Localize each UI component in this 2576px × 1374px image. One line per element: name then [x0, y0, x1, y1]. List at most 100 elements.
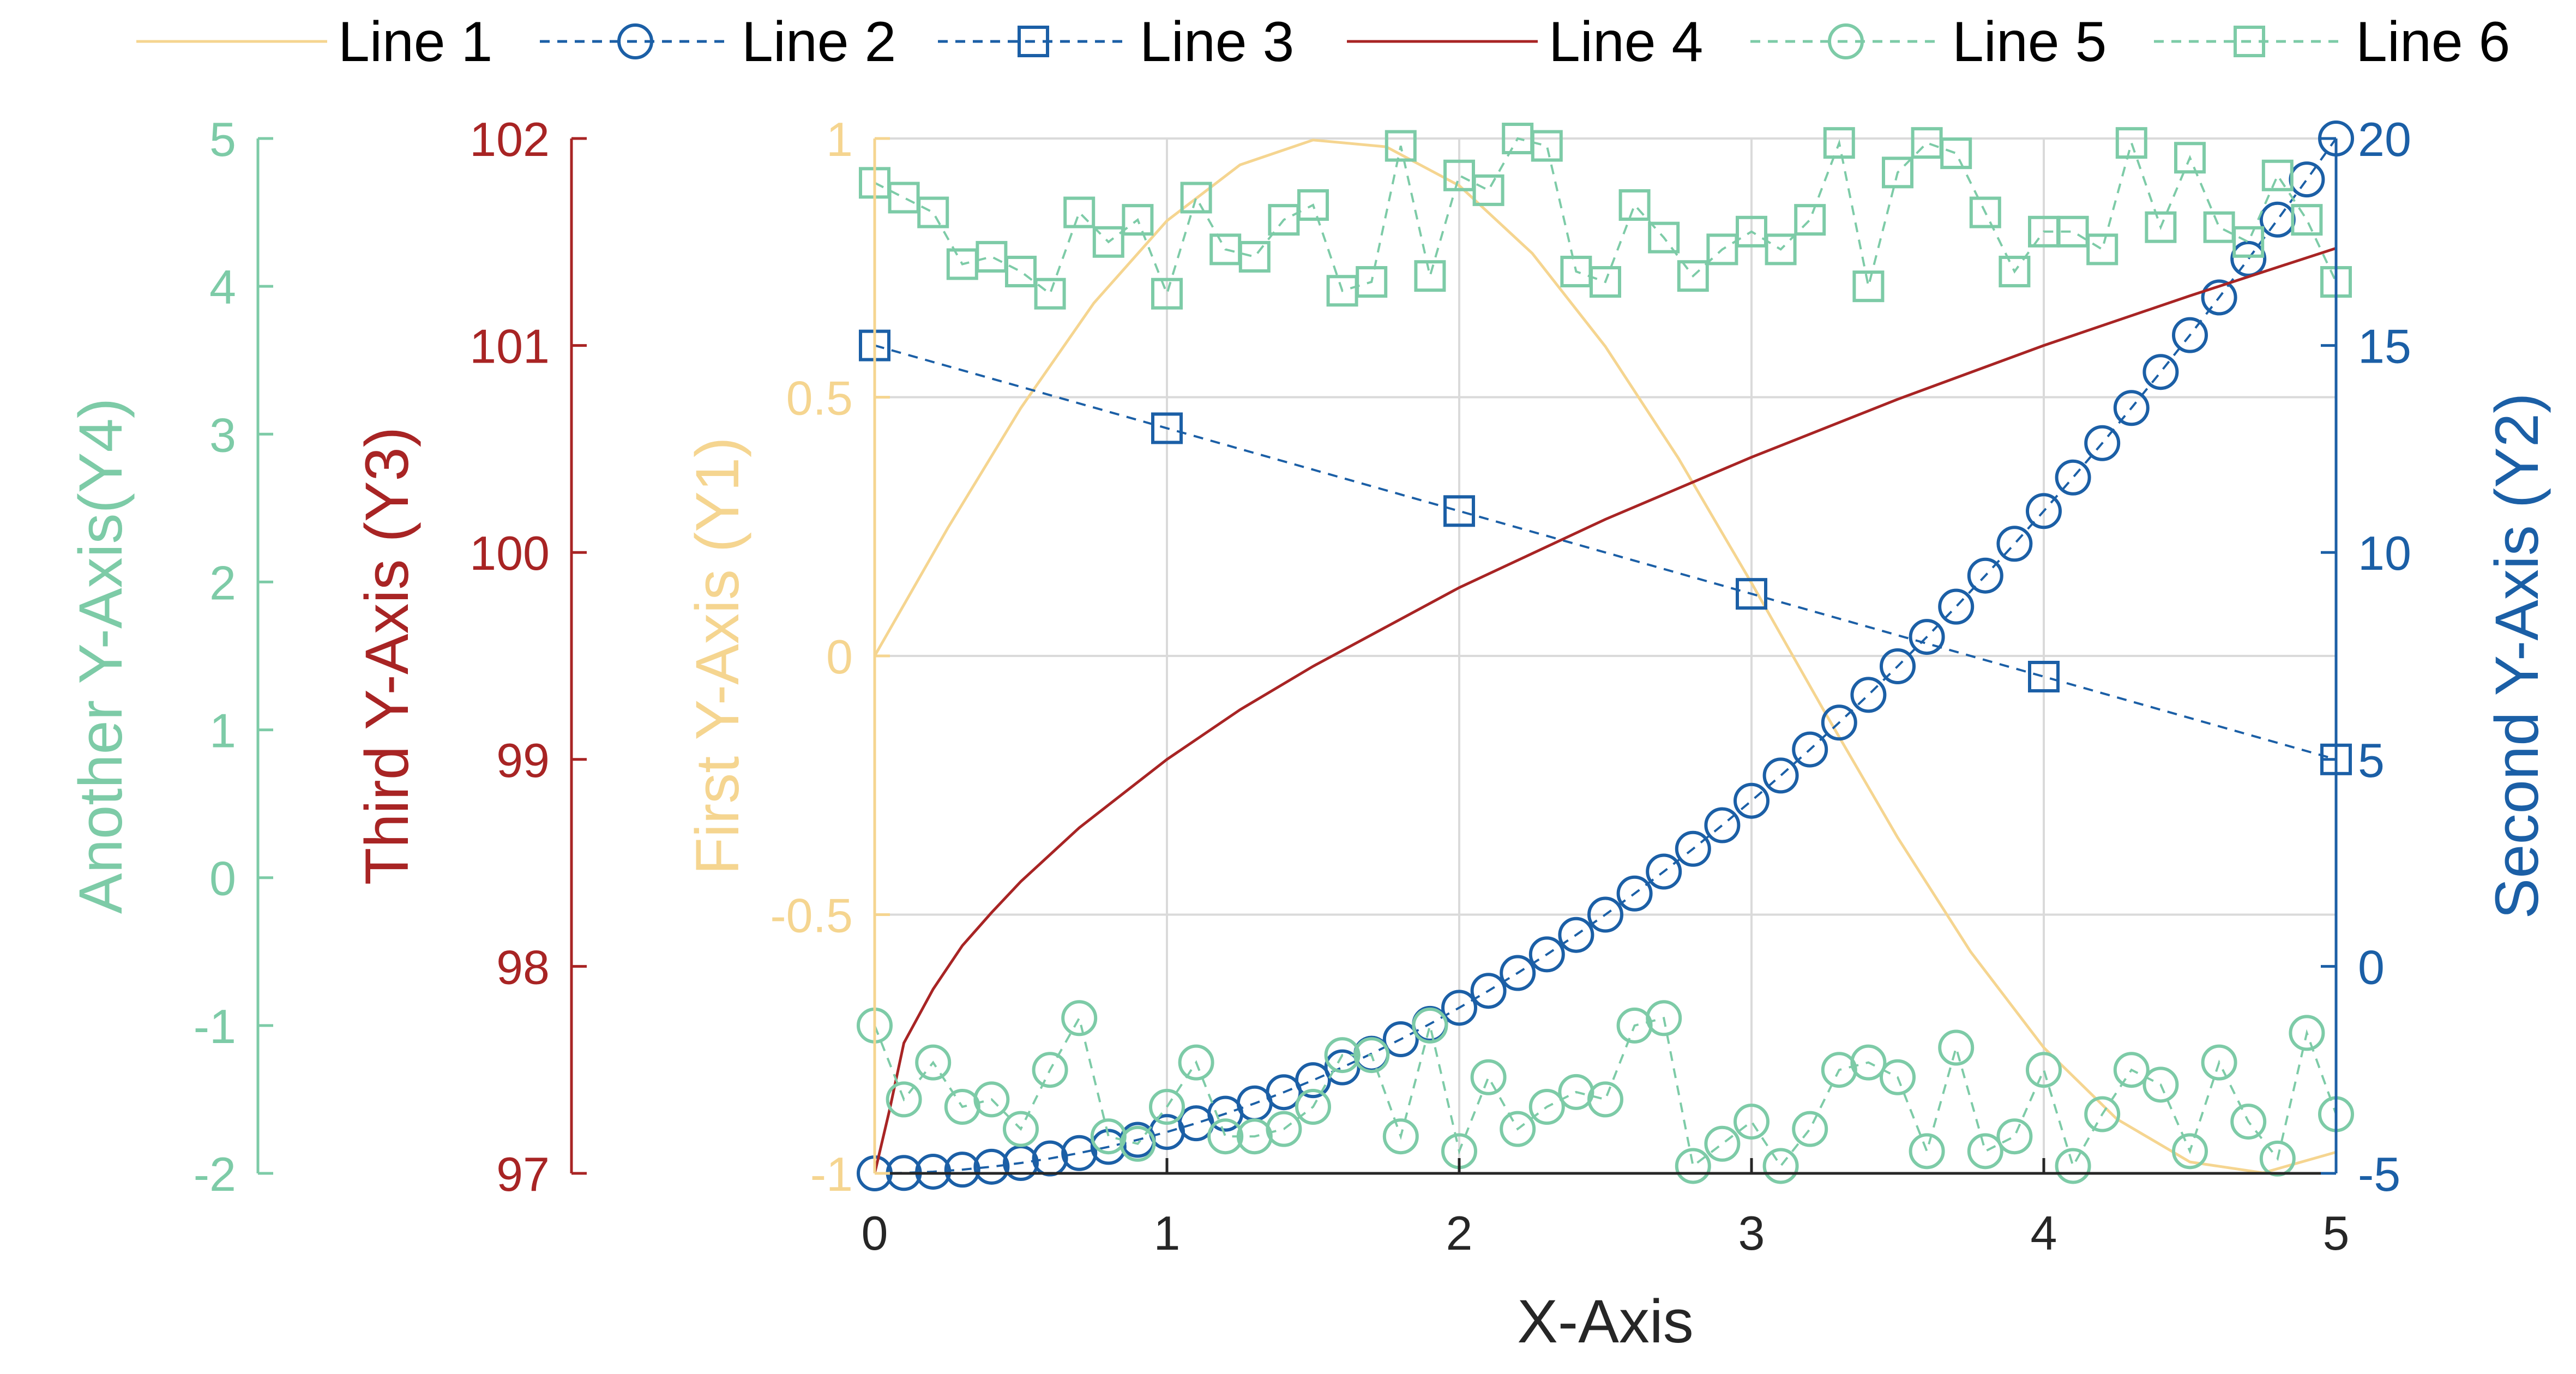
legend-label: Line 4: [1549, 10, 1703, 74]
y2-tick-label: 10: [2358, 526, 2411, 580]
x-tick-label: 1: [1154, 1206, 1181, 1260]
series-2-point: [2230, 240, 2267, 277]
series-6-point: [1180, 182, 1212, 214]
y3-tick-label: 102: [470, 112, 550, 166]
series-2-point: [1850, 677, 1887, 713]
legend-item: Line 5: [1750, 10, 2106, 74]
legend-item: Line 3: [938, 10, 1294, 74]
series-2-point: [1734, 782, 1770, 819]
series-4: [873, 246, 2337, 1174]
series-6-point: [1356, 266, 1388, 298]
series-2-point: [1382, 1021, 1419, 1058]
series-2-point: [973, 1148, 1010, 1185]
series-6-point: [1092, 226, 1124, 258]
series-5-point: [2055, 1148, 2091, 1184]
legend-label: Line 5: [1952, 10, 2106, 74]
series-2-point: [1762, 757, 1799, 794]
y3-axis-title: Third Y-Axis (Y3): [353, 427, 421, 885]
series-6-line: [874, 137, 2337, 297]
series-5-point: [1734, 1104, 1770, 1140]
series-5-line: [874, 1015, 2337, 1169]
plot-area: [857, 120, 2354, 1191]
y1-tick-label: 0: [826, 630, 853, 684]
series-3-point: [2028, 660, 2060, 692]
y2-tick-label: 5: [2358, 733, 2385, 787]
series-5-point: [2201, 1044, 2237, 1081]
series-5-point: [1646, 1000, 1682, 1036]
series-6-point: [2145, 211, 2177, 243]
y4-axis-title: Another Y-Axis(Y4): [67, 398, 135, 914]
series-1: [873, 138, 2337, 1174]
y1-tick-label: -1: [810, 1147, 853, 1201]
x-tick-label: 0: [862, 1206, 888, 1260]
series-6: [859, 123, 2352, 310]
series-6-point: [1297, 189, 1329, 221]
y2-tick-label: 15: [2358, 320, 2411, 373]
series-2-point: [1295, 1062, 1331, 1099]
grid: [874, 137, 2337, 1174]
series-6-point: [1999, 256, 2031, 288]
y4-tick-label: -2: [194, 1147, 236, 1201]
series-2-point: [1558, 917, 1594, 953]
series-5-point: [1149, 1088, 1185, 1125]
series-6-point: [1706, 233, 1738, 266]
legend-label: Line 2: [742, 10, 896, 74]
series-6-point: [1852, 270, 1885, 303]
y1-tick-label: -0.5: [770, 889, 853, 943]
series-5-point: [1850, 1044, 1887, 1081]
x-axis-title: X-Axis: [1517, 1287, 1694, 1355]
series-6-point: [1005, 256, 1037, 288]
legend-item: Line 6: [2154, 10, 2510, 74]
series-2-point: [1528, 936, 1565, 973]
y1-axis: -1 -0.5 0 0.5 1: [770, 112, 890, 1201]
series-2-point: [1792, 731, 1828, 768]
series-6-point: [1940, 137, 1972, 170]
series-5-point: [1266, 1111, 1302, 1147]
series-2-point: [1821, 704, 1857, 741]
series-5-point: [2142, 1066, 2179, 1103]
series-2-point: [2113, 390, 2150, 426]
x-tick-label: 3: [1738, 1206, 1765, 1260]
y2-tick-label: 0: [2358, 940, 2385, 994]
series-6-point: [1969, 196, 2001, 228]
series-2-point: [2084, 425, 2121, 461]
series-5-point: [1996, 1118, 2033, 1155]
series-2-point: [1646, 853, 1682, 890]
legend-swatch-marker: [617, 23, 653, 59]
series-6-point: [1238, 240, 1271, 273]
series-3-line: [874, 344, 2337, 761]
series-6-point: [2291, 204, 2323, 236]
x-tick-label: 4: [2031, 1206, 2057, 1260]
series-2-point: [1032, 1140, 1068, 1177]
legend-label: Line 1: [338, 10, 492, 74]
series-2-point: [1616, 875, 1653, 912]
series-5-point: [1938, 1029, 1975, 1066]
legend-item: Line 1: [136, 10, 492, 74]
series-2-line: [874, 137, 2337, 1174]
y3-tick-label: 99: [496, 733, 550, 787]
x-tick-label: 2: [1446, 1206, 1473, 1260]
series-2-point: [1704, 807, 1741, 843]
series-5: [857, 1000, 2354, 1184]
series-6-point: [2086, 233, 2118, 266]
series-2-point: [1587, 896, 1623, 933]
series-2-point: [1880, 648, 1916, 684]
y2-axis: -5 0 5 10 15 20: [2321, 112, 2411, 1201]
series-2-point: [2201, 279, 2237, 316]
legend-swatch-marker: [2234, 26, 2265, 57]
y1-tick-label: 1: [826, 112, 853, 166]
series-5-point: [2084, 1096, 2121, 1132]
series-5-point: [2289, 1015, 2325, 1051]
y2-tick-label: 20: [2358, 112, 2411, 166]
series-6-point: [1151, 278, 1183, 310]
legend-item: Line 4: [1347, 10, 1703, 74]
series-6-point: [1531, 130, 1563, 162]
y4-tick-label: 1: [209, 704, 236, 758]
series-5-point: [1587, 1081, 1623, 1118]
series-5-point: [1909, 1133, 1945, 1170]
series-6-point: [2057, 215, 2089, 248]
series-2-point: [1967, 557, 2003, 594]
y4-tick-label: -1: [194, 999, 236, 1053]
series-6-point: [1765, 233, 1797, 266]
y3-axis: 97 98 99 100 101 102: [470, 112, 587, 1201]
